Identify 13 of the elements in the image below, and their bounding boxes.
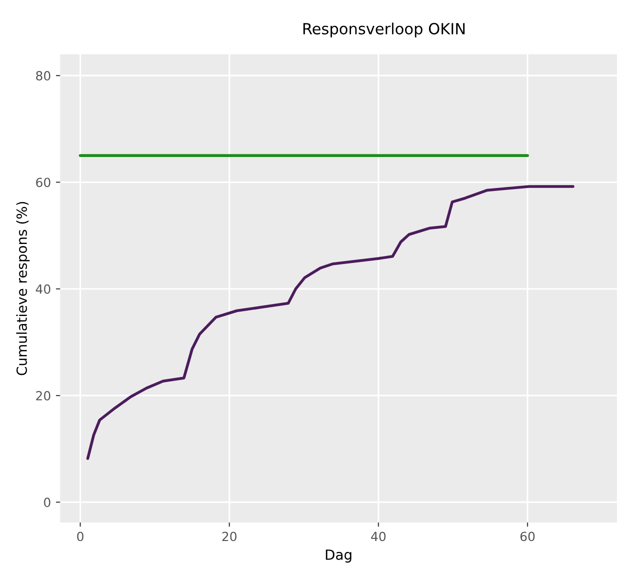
y-axis-title: Cumulatieve respons (%) bbox=[16, 202, 30, 376]
x-tick-label: 60 bbox=[520, 532, 535, 542]
line-series bbox=[86, 185, 574, 460]
x-tick-label: 0 bbox=[77, 532, 84, 542]
y-tick-label: 80 bbox=[36, 71, 50, 81]
chart-title: Responsverloop OKIN bbox=[303, 22, 465, 38]
x-tick-label: 20 bbox=[222, 532, 236, 542]
x-axis-title: Dag bbox=[326, 550, 352, 563]
y-tick-label: 60 bbox=[36, 178, 50, 188]
x-tick-label: 40 bbox=[371, 532, 386, 542]
y-tick-label: 0 bbox=[44, 498, 50, 508]
y-tick-label: 40 bbox=[36, 284, 50, 294]
y-tick-label: 20 bbox=[36, 391, 50, 400]
